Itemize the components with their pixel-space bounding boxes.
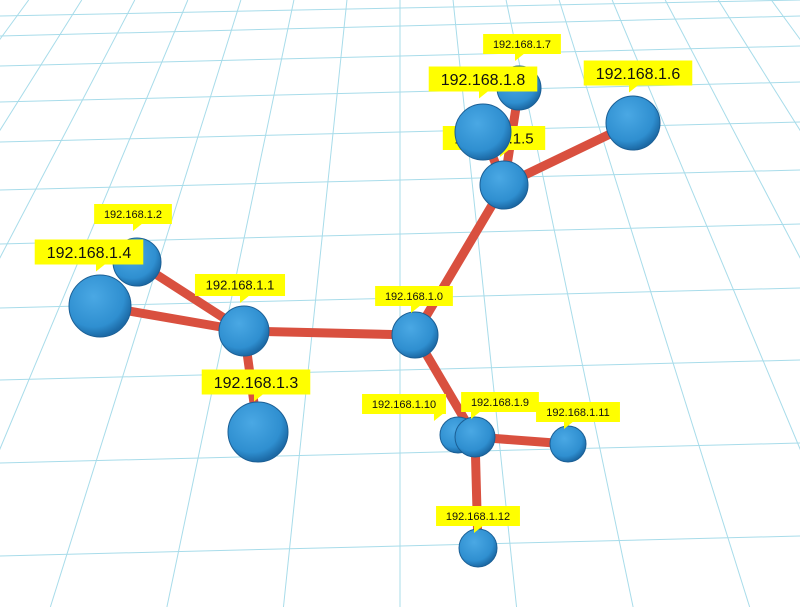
edges-layer: [95, 83, 638, 553]
node-label: 192.168.1.0: [375, 286, 453, 313]
node-label: 192.168.1.6: [583, 60, 693, 93]
node-sphere[interactable]: [68, 274, 132, 338]
label-pointer: [471, 411, 481, 419]
node-label: 192.168.1.3: [201, 369, 311, 402]
grid-line: [0, 0, 136, 259]
label-text: 192.168.1.9: [471, 397, 529, 409]
label-box: [194, 274, 286, 296]
grid-line: [717, 0, 800, 132]
grid-line: [452, 0, 518, 607]
node-label: 192.168.1.11: [536, 402, 620, 429]
label-box: [428, 66, 538, 92]
node-192-168-1-9[interactable]: 192.168.1.9: [454, 392, 539, 458]
node-sphere[interactable]: [218, 305, 270, 357]
node-sphere[interactable]: [549, 425, 587, 463]
label-box: [583, 60, 693, 86]
node-192-168-1-0[interactable]: 192.168.1.0: [375, 286, 453, 359]
label-box: [362, 394, 446, 414]
node-sphere[interactable]: [458, 528, 498, 568]
node-sphere[interactable]: [479, 160, 529, 210]
node-sphere[interactable]: [391, 311, 439, 359]
grid-line: [558, 0, 751, 607]
grid-line: [0, 0, 83, 132]
label-text: 192.168.1.8: [441, 72, 526, 89]
edge-n0-n5: [410, 180, 509, 340]
node-label: 192.168.1.9: [461, 392, 539, 419]
label-box: [536, 402, 620, 422]
node-192-168-1-4[interactable]: 192.168.1.4: [34, 239, 144, 338]
edge-n1-n0: [239, 326, 420, 340]
label-box: [436, 506, 520, 526]
label-text: 192.168.1.6: [596, 66, 681, 83]
label-text: 192.168.1.12: [446, 511, 510, 523]
node-label: 192.168.1.4: [34, 239, 144, 272]
label-box: [483, 34, 561, 54]
label-text: 192.168.1.2: [104, 209, 162, 221]
node-sphere[interactable]: [454, 416, 496, 458]
label-box: [375, 286, 453, 306]
node-192-168-1-12[interactable]: 192.168.1.12: [436, 506, 520, 568]
node-label: 192.168.1.8: [428, 66, 538, 99]
node-label: 192.168.1.12: [436, 506, 520, 533]
label-box: [34, 239, 144, 265]
grid-line: [0, 0, 189, 451]
label-pointer: [564, 421, 574, 429]
grid-line: [166, 0, 295, 607]
node-label: 192.168.1.1: [194, 274, 286, 303]
label-text: 192.168.1.11: [546, 407, 609, 419]
label-pointer: [240, 295, 250, 303]
label-pointer: [479, 90, 489, 99]
node-sphere[interactable]: [454, 103, 512, 161]
node-192-168-1-8[interactable]: 192.168.1.8: [428, 66, 538, 161]
grid-line: [611, 0, 800, 451]
node-192-168-1-1[interactable]: 192.168.1.1: [194, 274, 286, 357]
label-pointer: [411, 305, 421, 313]
label-box: [94, 204, 172, 224]
label-pointer: [96, 263, 106, 272]
label-pointer: [254, 393, 264, 402]
label-pointer: [515, 53, 525, 61]
node-sphere[interactable]: [227, 401, 289, 463]
label-text: 192.168.1.10: [372, 399, 436, 411]
label-text: 192.168.1.3: [214, 375, 299, 392]
node-192-168-1-3[interactable]: 192.168.1.3: [201, 369, 311, 463]
label-text: 192.168.1.1: [206, 278, 275, 293]
nodes-layer: 192.168.1.7 192.168.1.2 192.168.1.4 192.168…: [34, 34, 693, 568]
label-pointer: [433, 413, 444, 421]
grid-line: [49, 0, 242, 607]
label-pointer: [629, 84, 639, 93]
label-text: 192.168.1.4: [47, 245, 132, 262]
label-text: 192.168.1.0: [385, 291, 443, 303]
node-label: 192.168.1.2: [94, 204, 172, 231]
node-label: 192.168.1.7: [483, 34, 561, 61]
node-sphere[interactable]: [605, 95, 661, 151]
label-box: [461, 392, 539, 412]
grid-line: [664, 0, 800, 259]
grid-line: [282, 0, 348, 607]
label-pointer: [474, 525, 484, 533]
label-box: [201, 369, 311, 395]
label-pointer: [133, 223, 143, 231]
label-text: 192.168.1.7: [493, 39, 551, 51]
node-192-168-1-11[interactable]: 192.168.1.11: [536, 402, 620, 463]
node-label: 192.168.1.10: [362, 394, 446, 421]
node-192-168-1-6[interactable]: 192.168.1.6: [583, 60, 693, 151]
